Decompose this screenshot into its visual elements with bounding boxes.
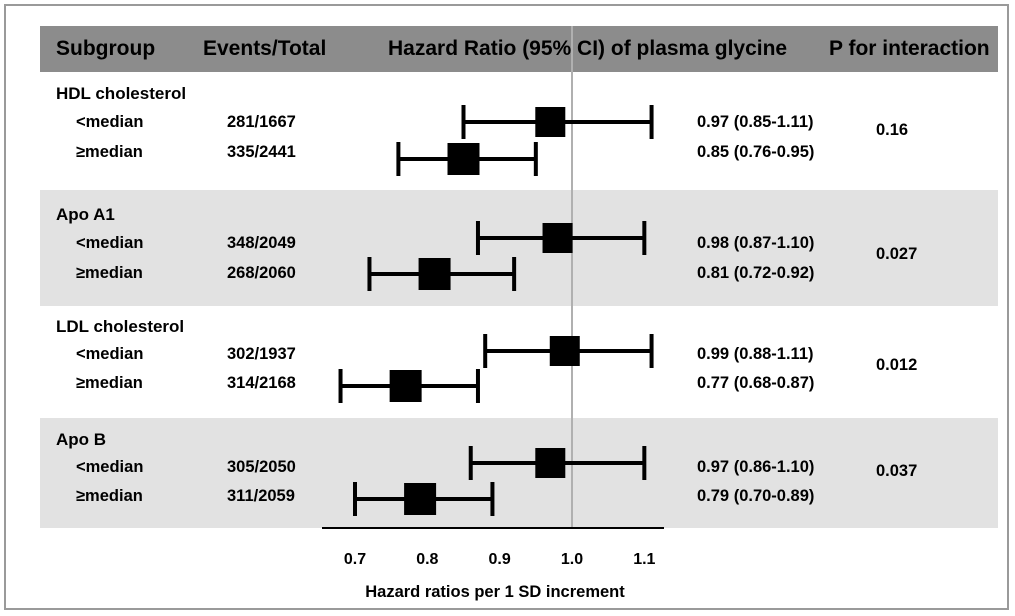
p-value-apo-a1: 0.027	[876, 245, 918, 263]
row-events: 348/2049	[227, 234, 296, 252]
row-label: ≥median	[76, 264, 143, 282]
hr-marker	[542, 223, 573, 253]
row-label: <median	[76, 345, 144, 363]
row-ci: 0.77 (0.68-0.87)	[697, 374, 815, 392]
x-tick-label: 1.1	[633, 551, 655, 568]
x-tick-label: 0.9	[489, 551, 511, 568]
row-ci: 0.98 (0.87-1.10)	[697, 234, 815, 252]
header-hazard-ratio: Hazard Ratio (95% CI) of plasma glycine	[388, 37, 788, 60]
group-band-apo-a1	[40, 190, 998, 306]
x-tick-label: 1.0	[561, 551, 583, 568]
row-events: 335/2441	[227, 143, 296, 161]
row-events: 302/1937	[227, 345, 296, 363]
row-ci: 0.97 (0.86-1.10)	[697, 458, 815, 476]
row-events: 268/2060	[227, 264, 296, 282]
x-axis-title: Hazard ratios per 1 SD increment	[365, 583, 625, 601]
row-label: ≥median	[76, 374, 143, 392]
hr-marker	[535, 107, 566, 137]
row-ci: 0.79 (0.70-0.89)	[697, 487, 815, 505]
row-events: 314/2168	[227, 374, 296, 392]
group-label-apo-b: Apo B	[56, 430, 107, 449]
hr-marker	[447, 143, 480, 175]
header-events-total: Events/Total	[203, 37, 327, 60]
hr-marker	[389, 370, 422, 402]
group-label-hdl: HDL cholesterol	[56, 84, 187, 103]
p-value-apo-b: 0.037	[876, 462, 918, 480]
row-ci: 0.99 (0.88-1.11)	[697, 345, 814, 363]
row-label: <median	[76, 234, 144, 252]
row-ci: 0.85 (0.76-0.95)	[697, 143, 815, 161]
row-ci: 0.97 (0.85-1.11)	[697, 113, 814, 131]
x-tick-label: 0.8	[416, 551, 438, 568]
p-value-hdl: 0.16	[876, 121, 909, 139]
row-events: 305/2050	[227, 458, 296, 476]
hr-marker	[404, 483, 437, 515]
header-subgroup: Subgroup	[56, 37, 156, 60]
table-header-bar	[40, 26, 998, 72]
hr-marker	[535, 448, 566, 478]
p-value-ldl: 0.012	[876, 356, 918, 374]
group-label-ldl: LDL cholesterol	[56, 317, 185, 336]
group-label-apo-a1: Apo A1	[56, 205, 115, 224]
row-label: ≥median	[76, 143, 143, 161]
row-events: 311/2059	[227, 487, 295, 505]
row-events: 281/1667	[227, 113, 296, 131]
row-label: <median	[76, 458, 144, 476]
hr-marker	[418, 258, 451, 290]
row-label: ≥median	[76, 487, 143, 505]
header-p-interaction: P for interaction	[829, 37, 990, 60]
x-tick-label: 0.7	[344, 551, 366, 568]
row-label: <median	[76, 113, 144, 131]
row-ci: 0.81 (0.72-0.92)	[697, 264, 815, 282]
hr-marker	[549, 336, 580, 366]
group-band-apo-b	[40, 418, 998, 528]
